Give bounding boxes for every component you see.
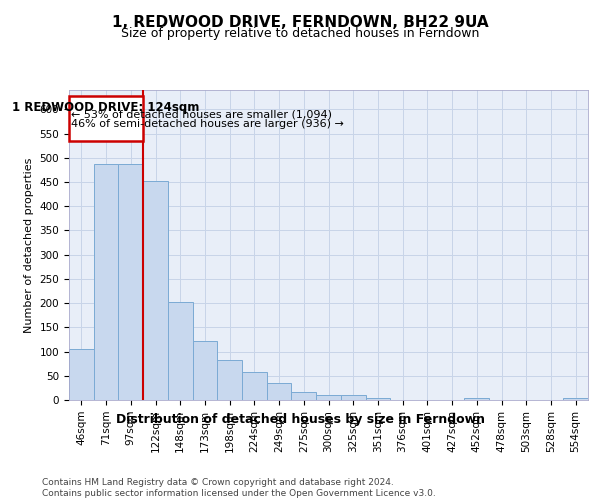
Bar: [143, 180, 168, 400]
Bar: [69, 349, 94, 400]
Bar: [168, 302, 193, 400]
Text: Contains HM Land Registry data © Crown copyright and database right 2024.
Contai: Contains HM Land Registry data © Crown c…: [42, 478, 436, 498]
Text: Distribution of detached houses by size in Ferndown: Distribution of detached houses by size …: [115, 412, 485, 426]
Text: 46% of semi-detached houses are larger (936) →: 46% of semi-detached houses are larger (…: [71, 119, 344, 129]
Bar: [217, 360, 242, 400]
Text: Size of property relative to detached houses in Ferndown: Size of property relative to detached ho…: [121, 28, 479, 40]
Text: 1 REDWOOD DRIVE: 124sqm: 1 REDWOOD DRIVE: 124sqm: [13, 100, 200, 114]
Bar: [242, 372, 267, 400]
Bar: [316, 395, 341, 400]
Bar: [69, 96, 143, 141]
Bar: [341, 395, 365, 400]
Bar: [118, 164, 143, 400]
Bar: [193, 341, 217, 400]
Bar: [292, 392, 316, 400]
Text: 1, REDWOOD DRIVE, FERNDOWN, BH22 9UA: 1, REDWOOD DRIVE, FERNDOWN, BH22 9UA: [112, 15, 488, 30]
Bar: [365, 398, 390, 400]
Text: ← 53% of detached houses are smaller (1,094): ← 53% of detached houses are smaller (1,…: [71, 110, 332, 120]
Bar: [94, 164, 118, 400]
Bar: [267, 383, 292, 400]
Bar: [464, 398, 489, 400]
Y-axis label: Number of detached properties: Number of detached properties: [24, 158, 34, 332]
Bar: [563, 398, 588, 400]
